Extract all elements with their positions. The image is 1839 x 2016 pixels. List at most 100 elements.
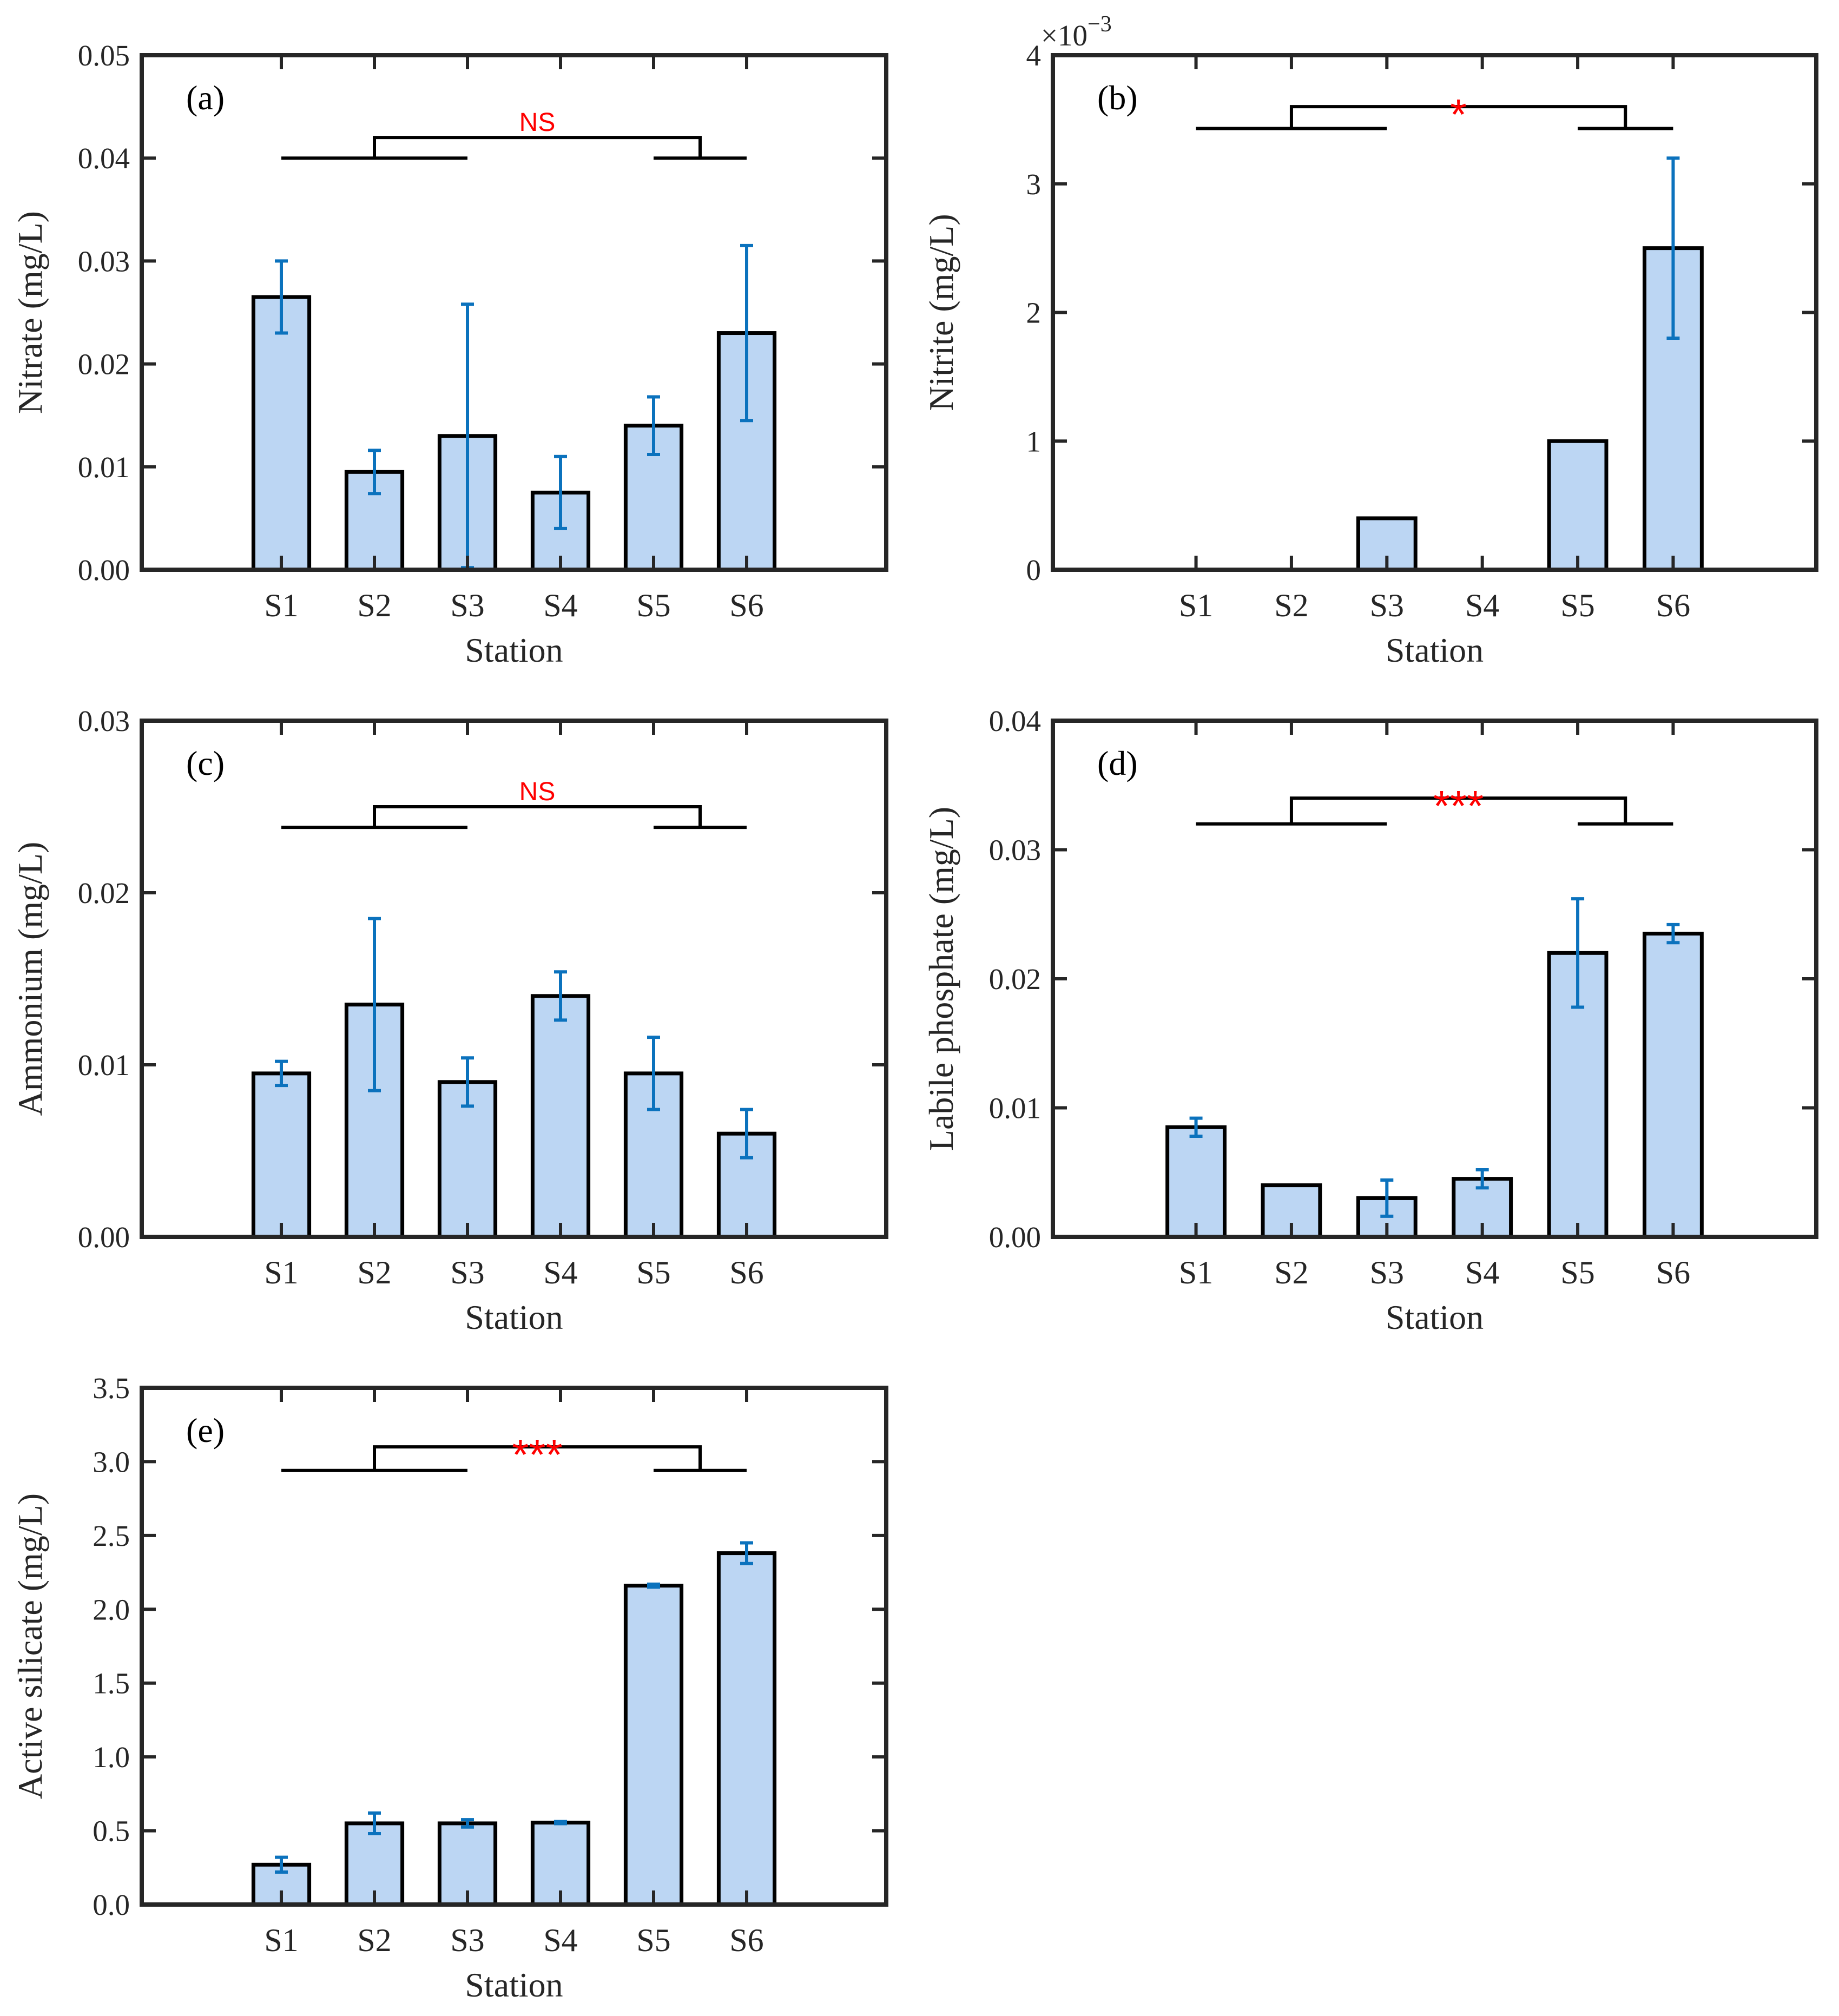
x-tick-label-s4: S4 bbox=[1465, 1255, 1499, 1290]
x-tick-label-s4: S4 bbox=[543, 588, 577, 623]
x-tick-label-s2: S2 bbox=[357, 1255, 391, 1290]
chart-panel-3: 0.00 0.01 0.02 0.03 S1 S2 S3 S4 S5 S6 Station Ammon… bbox=[11, 704, 888, 1336]
y-axis-title: Nitrite (mg/L) bbox=[922, 214, 960, 411]
y-tick-label: 1 bbox=[1026, 425, 1042, 458]
axes-box bbox=[140, 719, 888, 1239]
bar-s5 bbox=[1547, 439, 1609, 572]
x-tick-label-s3: S3 bbox=[450, 1922, 484, 1958]
y-axis-title: Labile phosphate (mg/L) bbox=[922, 807, 960, 1151]
x-tick-label-s1: S1 bbox=[264, 588, 298, 623]
y-exponent-label: ×10−3 bbox=[1041, 12, 1112, 52]
x-tick-label-s6: S6 bbox=[729, 1922, 763, 1958]
y-tick-label: 0.01 bbox=[989, 1092, 1041, 1125]
panel-label: (d) bbox=[1097, 744, 1138, 782]
error-bar-s5 bbox=[1571, 897, 1585, 1009]
x-tick-label-s6: S6 bbox=[1656, 1255, 1690, 1290]
y-tick-label: 0.0 bbox=[93, 1888, 130, 1921]
x-tick-label-s6: S6 bbox=[729, 1255, 763, 1290]
x-axis-title: Station bbox=[465, 1298, 563, 1336]
panel-label: (a) bbox=[186, 78, 225, 117]
bar-s5 bbox=[623, 424, 684, 572]
error-bar-s2 bbox=[368, 1811, 381, 1836]
y-tick-label: 2 bbox=[1026, 297, 1042, 330]
y-tick-label: 4 bbox=[1026, 39, 1042, 72]
error-bar-s2 bbox=[368, 917, 381, 1092]
chart-panel-2: 0 1 2 3 4 S1 S2 S3 S4 S5 S6 Station Nitrite (mg/L) ×1… bbox=[922, 12, 1818, 669]
significance-label: NS bbox=[519, 108, 556, 137]
x-tick-label-s4: S4 bbox=[543, 1922, 577, 1958]
bar-s5 bbox=[623, 1584, 684, 1907]
significance-label: * bbox=[1450, 90, 1467, 139]
error-bar-s4 bbox=[554, 970, 567, 1022]
error-bar-s6 bbox=[740, 1541, 753, 1565]
significance-bracket bbox=[1196, 796, 1673, 826]
bar-s6 bbox=[716, 1551, 777, 1907]
y-tick-label: 0.02 bbox=[78, 348, 130, 381]
error-bar-s6 bbox=[740, 1108, 753, 1159]
panel-label: (b) bbox=[1097, 78, 1138, 117]
panel-label: (e) bbox=[186, 1411, 225, 1450]
y-axis-title: Nitrate (mg/L) bbox=[11, 211, 49, 414]
x-tick-label-s5: S5 bbox=[636, 1922, 670, 1958]
x-tick-label-s2: S2 bbox=[1274, 1255, 1308, 1290]
panel-label: (c) bbox=[186, 744, 225, 782]
x-axis-title: Station bbox=[1386, 1298, 1484, 1336]
x-tick-label-s4: S4 bbox=[543, 1255, 577, 1290]
y-tick-label: 0.03 bbox=[78, 704, 130, 737]
significance-label: *** bbox=[1433, 782, 1484, 830]
y-tick-label: 2.0 bbox=[93, 1593, 130, 1626]
y-tick-label: 3.0 bbox=[93, 1445, 130, 1478]
error-bar-s3 bbox=[461, 1056, 474, 1108]
chart-panel-1: 0.00 0.01 0.02 0.03 0.04 0.05 S1 S2 S3 S4 S5 S6 Stat… bbox=[11, 39, 888, 669]
y-tick-label: 2.5 bbox=[93, 1519, 130, 1552]
error-bar-s1 bbox=[275, 1059, 288, 1088]
error-bar-s1 bbox=[275, 259, 288, 335]
error-bar-s2 bbox=[368, 449, 381, 496]
x-tick-label-s1: S1 bbox=[264, 1922, 298, 1958]
error-bar-s4 bbox=[1475, 1168, 1489, 1190]
x-axis-title: Station bbox=[1386, 631, 1484, 669]
x-tick-label-s5: S5 bbox=[1560, 588, 1594, 623]
error-bar-s5 bbox=[647, 1036, 660, 1111]
x-tick-label-s5: S5 bbox=[1560, 1255, 1594, 1290]
significance-label: NS bbox=[519, 778, 556, 806]
y-tick-label: 0.00 bbox=[78, 554, 130, 587]
x-tick-label-s4: S4 bbox=[1465, 588, 1499, 623]
axes-box bbox=[140, 53, 888, 572]
x-axis-title: Station bbox=[465, 631, 563, 669]
y-tick-label: 3.5 bbox=[93, 1372, 130, 1405]
error-bar-s6 bbox=[1666, 156, 1680, 340]
x-tick-label-s5: S5 bbox=[636, 588, 670, 623]
chart-panel-4: 0.00 0.01 0.02 0.03 0.04 S1 S2 S3 S4 S5 S6 Station L… bbox=[922, 704, 1818, 1336]
error-bar-s5 bbox=[647, 395, 660, 456]
x-tick-label-s6: S6 bbox=[1656, 588, 1690, 623]
error-bar-s4 bbox=[554, 1820, 567, 1826]
y-tick-label: 0.00 bbox=[989, 1221, 1041, 1254]
error-bar-s1 bbox=[275, 1855, 288, 1874]
y-tick-label: 0.00 bbox=[78, 1221, 130, 1254]
x-tick-label-s3: S3 bbox=[450, 1255, 484, 1290]
x-tick-label-s3: S3 bbox=[1370, 1255, 1404, 1290]
x-tick-label-s2: S2 bbox=[1274, 588, 1308, 623]
error-bar-s5 bbox=[647, 1582, 660, 1589]
y-tick-label: 0.01 bbox=[78, 1049, 130, 1082]
x-tick-label-s3: S3 bbox=[450, 588, 484, 623]
significance-bracket bbox=[281, 805, 747, 829]
y-tick-label: 0.5 bbox=[93, 1815, 130, 1848]
x-tick-label-s2: S2 bbox=[357, 1922, 391, 1958]
significance-bracket bbox=[281, 136, 747, 160]
x-tick-label-s5: S5 bbox=[636, 1255, 670, 1290]
x-tick-label-s3: S3 bbox=[1370, 588, 1404, 623]
error-bar-s6 bbox=[1666, 923, 1680, 945]
y-tick-label: 0.05 bbox=[78, 39, 130, 72]
significance-bracket bbox=[281, 1445, 747, 1472]
y-tick-label: 0.01 bbox=[78, 451, 130, 484]
x-tick-label-s1: S1 bbox=[1179, 1255, 1213, 1290]
y-tick-label: 0.03 bbox=[989, 834, 1041, 867]
x-tick-label-s1: S1 bbox=[264, 1255, 298, 1290]
axes-box bbox=[140, 1386, 888, 1907]
bar-s1 bbox=[251, 1071, 312, 1239]
x-tick-label-s6: S6 bbox=[729, 588, 763, 623]
error-bar-s3 bbox=[461, 1818, 474, 1829]
chart-panel-5: 0.0 0.5 1.0 1.5 2.0 2.5 3.0 3.5 S1 S2 S3 S4 S5 S6 Stat… bbox=[11, 1372, 888, 2004]
